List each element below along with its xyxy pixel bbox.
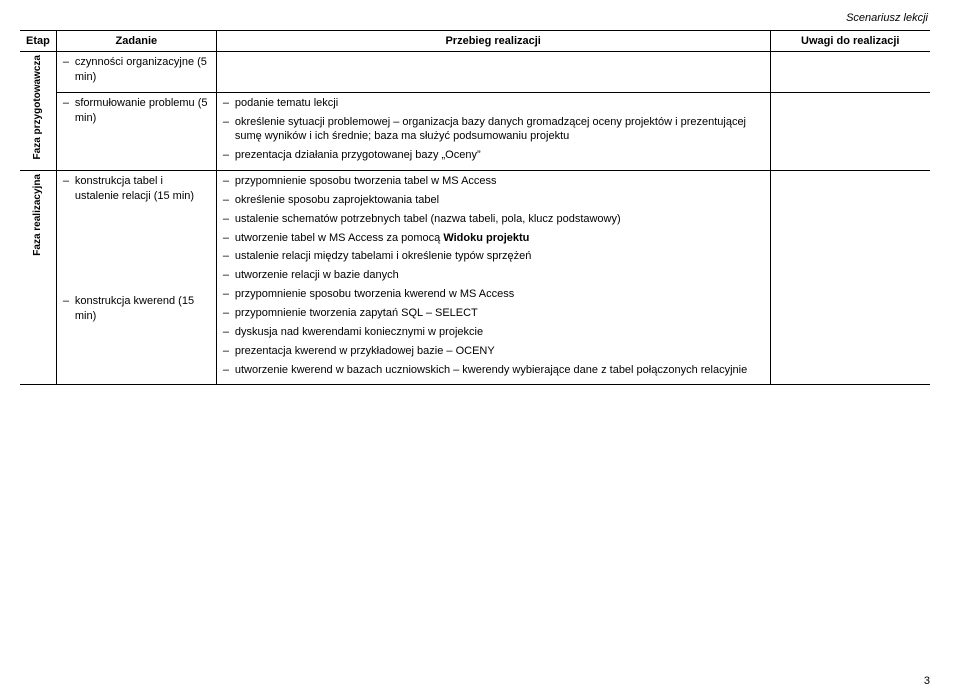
flow-cell: podanie tematu lekcji określenie sytuacj… [216,92,770,170]
flow-cell [216,52,770,93]
flow-item: ustalenie relacji między tabelami i okre… [223,249,764,264]
table-row: Faza realizacyjna konstrukcja tabel i us… [20,171,930,385]
table-row: sformułowanie problemu (5 min) podanie t… [20,92,930,170]
phase-cell-przygotowawcza: Faza przygotowawcza [20,52,56,171]
task-cell: czynności organizacyjne (5 min) [56,52,216,93]
page-number: 3 [924,675,930,687]
task-cell: konstrukcja tabel i ustalenie relacji (1… [56,171,216,385]
flow-item: określenie sposobu zaprojektowania tabel [223,193,764,208]
flow-item: utworzenie tabel w MS Access za pomocą W… [223,231,764,246]
col-header-uwagi: Uwagi do realizacji [770,31,930,52]
task-item: czynności organizacyjne (5 min) [63,55,210,85]
doc-header-right: Scenariusz lekcji [20,12,930,24]
table-row: Faza przygotowawcza czynności organizacy… [20,52,930,93]
phase-label: Faza realizacyjna [32,174,43,256]
col-header-przebieg: Przebieg realizacji [216,31,770,52]
task-item: sformułowanie problemu (5 min) [63,96,210,126]
flow-item: utworzenie kwerend w bazach uczniowskich… [223,363,764,378]
phase-cell-realizacyjna: Faza realizacyjna [20,171,56,385]
phase-label: Faza przygotowawcza [32,55,43,159]
flow-item: dyskusja nad kwerendami koniecznymi w pr… [223,325,764,340]
col-header-etap: Etap [20,31,56,52]
flow-item: utworzenie relacji w bazie danych [223,268,764,283]
flow-item: określenie sytuacji problemowej – organi… [223,115,764,145]
flow-item: ustalenie schematów potrzebnych tabel (n… [223,212,764,227]
note-cell [770,171,930,385]
task-cell: sformułowanie problemu (5 min) [56,92,216,170]
flow-item: przypomnienie sposobu tworzenia kwerend … [223,287,764,302]
bold-phrase: Widoku projektu [443,232,529,244]
flow-item: prezentacja kwerend w przykładowej bazie… [223,344,764,359]
flow-item: przypomnienie sposobu tworzenia tabel w … [223,174,764,189]
lesson-plan-table: Etap Zadanie Przebieg realizacji Uwagi d… [20,30,930,385]
table-header-row: Etap Zadanie Przebieg realizacji Uwagi d… [20,31,930,52]
flow-item: prezentacja działania przygotowanej bazy… [223,148,764,163]
flow-cell: przypomnienie sposobu tworzenia tabel w … [216,171,770,385]
col-header-zadanie: Zadanie [56,31,216,52]
task-item: konstrukcja tabel i ustalenie relacji (1… [63,174,210,204]
flow-item: przypomnienie tworzenia zapytań SQL – SE… [223,306,764,321]
note-cell [770,92,930,170]
task-item: konstrukcja kwerend (15 min) [63,294,210,324]
flow-item: podanie tematu lekcji [223,96,764,111]
note-cell [770,52,930,93]
